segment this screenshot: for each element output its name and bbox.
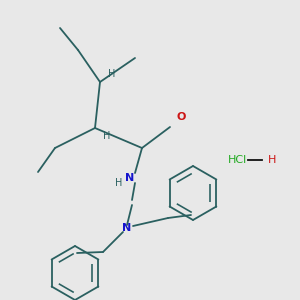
Text: H: H xyxy=(268,155,276,165)
Text: H: H xyxy=(108,69,116,79)
Text: N: N xyxy=(122,223,132,233)
Text: O: O xyxy=(176,112,186,122)
Text: H: H xyxy=(115,178,123,188)
Text: N: N xyxy=(125,173,135,183)
Text: H: H xyxy=(103,131,111,141)
Text: HCl: HCl xyxy=(228,155,247,165)
